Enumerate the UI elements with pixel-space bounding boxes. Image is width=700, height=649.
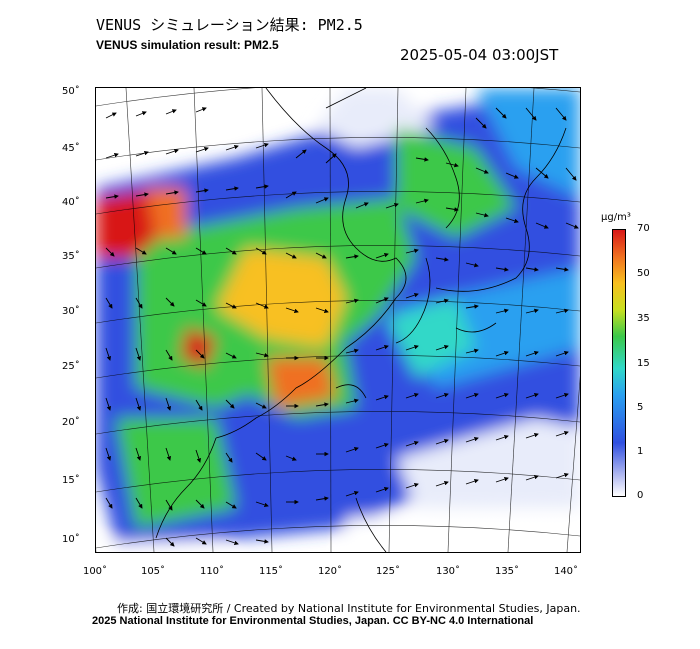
lat-label-30: 30˚: [62, 306, 80, 317]
lat-label-45: 45˚: [62, 143, 80, 154]
lat-label-25: 25˚: [62, 361, 80, 372]
lon-label-125: 125˚: [375, 566, 401, 577]
colorbar-label-1: 1: [637, 446, 644, 457]
lon-label-100: 100˚: [82, 566, 108, 577]
colorbar-unit: μg/m³: [601, 212, 631, 223]
title-en: VENUS simulation result: PM2.5: [96, 38, 279, 52]
lon-label-105: 105˚: [140, 566, 166, 577]
graticule: [96, 88, 580, 552]
colorbar-label-0: 0: [637, 490, 644, 501]
credit-en: 2025 National Institute for Environmenta…: [92, 615, 534, 627]
lat-label-35: 35˚: [62, 251, 80, 262]
lon-label-135: 135˚: [494, 566, 520, 577]
lat-label-10: 10˚: [62, 534, 80, 545]
lat-label-50: 50˚: [62, 86, 80, 97]
colorbar-label-50: 50: [637, 268, 650, 279]
credit-jp: 作成: 国立環境研究所 / Created by National Instit…: [117, 602, 581, 615]
timestamp: 2025-05-04 03:00JST: [400, 46, 559, 64]
coastline: [155, 88, 567, 552]
lon-label-120: 120˚: [317, 566, 343, 577]
colorbar-label-15: 15: [637, 358, 650, 369]
colorbar-label-35: 35: [637, 313, 650, 324]
lat-label-15: 15˚: [62, 475, 80, 486]
colorbar-label-70: 70: [637, 223, 650, 234]
lon-label-130: 130˚: [435, 566, 461, 577]
pm25-map: [96, 88, 580, 552]
lat-label-40: 40˚: [62, 197, 80, 208]
lat-label-20: 20˚: [62, 417, 80, 428]
map-panel: [95, 87, 581, 553]
colorbar: [612, 229, 626, 497]
colorbar-label-5: 5: [637, 402, 644, 413]
title-jp: VENUS シミュレーション結果: PM2.5: [96, 16, 363, 34]
wind-vectors: [105, 107, 579, 547]
lon-label-115: 115˚: [258, 566, 284, 577]
lon-label-140: 140˚: [553, 566, 579, 577]
lon-label-110: 110˚: [199, 566, 225, 577]
